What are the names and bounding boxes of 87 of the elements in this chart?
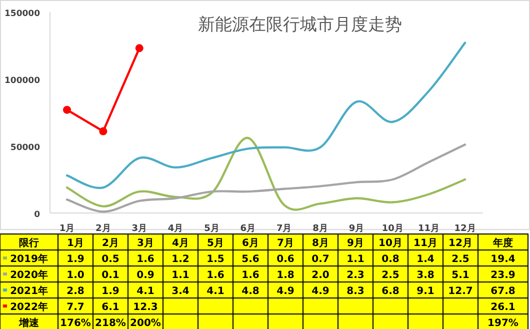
text: 1.9 [102,286,120,297]
text: 4.8 [242,286,260,297]
x-tick-label: 11月 [418,223,440,234]
text: 23.9 [490,270,516,281]
text: 7.7 [66,302,84,313]
text: 4.9 [312,286,330,297]
line-series [66,42,466,190]
text: 197% [488,318,518,329]
chart-title: 新能源在限行城市月度走势 [198,15,402,35]
y-tick-label: 50000 [10,143,40,153]
text: 4.1 [206,286,224,297]
text: 2.8 [66,286,84,297]
point [63,106,71,114]
text: 1.8 [276,270,294,281]
text: 12.3 [133,302,158,313]
category-label: 3月 [137,238,154,249]
text: 9.1 [416,286,434,297]
category-label: 5月 [207,238,224,249]
text: 0.7 [312,254,330,265]
text: 6.1 [102,302,120,313]
text: 1.6 [206,270,224,281]
text: 6.8 [382,286,400,297]
x-tick-label: 9月 [348,223,364,234]
text: 1.6 [242,270,260,281]
y-tick-label: 150000 [4,9,40,19]
category-label: 7月 [277,238,294,249]
category-label: 11月 [414,238,438,249]
legend-label: 2019年 [10,253,48,265]
text: 1.9 [66,254,84,265]
x-tick-label: 2月 [96,223,111,234]
text: 19.4 [490,254,516,265]
text: 67.8 [490,286,516,297]
text: 5.1 [452,270,470,281]
point [99,127,108,136]
text: 0.9 [136,270,154,281]
text: 0.1 [102,270,120,281]
x-tick-label: 4月 [168,223,184,234]
text: 1.4 [416,254,434,265]
text: 增速 [19,318,39,329]
text: 218% [95,318,126,329]
y-tick-label: 0 [34,210,40,220]
text: 0.8 [382,254,400,265]
text: 2.3 [346,270,364,281]
text: 1.0 [66,270,84,281]
x-tick-label: 6月 [240,223,256,234]
category-label: 1月 [67,238,84,249]
point [135,44,144,52]
text: 12.7 [448,286,473,297]
x-tick-label: 8月 [312,223,328,234]
category-label: 6月 [242,238,259,249]
x-tick-label: 5月 [204,223,220,234]
text: 5.6 [242,254,260,265]
text: 0.6 [276,254,294,265]
category-label: 9月 [347,238,364,249]
category-label: 8月 [312,238,329,249]
x-tick-label: 10月 [382,223,404,234]
legend-label: 2020年 [10,269,48,281]
legend-label: 2022年 [10,301,48,313]
legend-title: 限行 [19,237,39,249]
text: 1.6 [136,254,154,265]
text: 2.5 [382,270,400,281]
text: 1.1 [172,270,190,281]
category-label: 4月 [172,238,189,249]
x-tick-label: 3月 [132,223,147,234]
text: 1.1 [346,254,364,265]
text: 2.5 [452,254,470,265]
x-tick-label: 12月 [454,223,476,234]
text: 3.4 [172,286,190,297]
text: 26.1 [490,302,516,313]
text: 0.5 [102,254,120,265]
text: 200% [130,318,161,329]
category-label: 12月 [448,238,472,249]
text: 年度 [493,238,513,249]
text: 4.1 [136,286,154,297]
x-tick-label: 1月 [59,223,75,234]
category-label: 2月 [102,238,119,249]
category-label: 10月 [378,238,402,249]
text: 8.3 [346,286,364,297]
text: 1.5 [206,254,224,265]
y-tick-label: 100000 [4,76,40,86]
text: 4.9 [276,286,294,297]
text: 1.2 [172,254,190,265]
text: 2.0 [312,270,330,281]
text: 3.8 [416,270,434,281]
x-tick-label: 7月 [276,223,292,234]
text: 176% [60,318,91,329]
legend-label: 2021年 [10,285,48,297]
